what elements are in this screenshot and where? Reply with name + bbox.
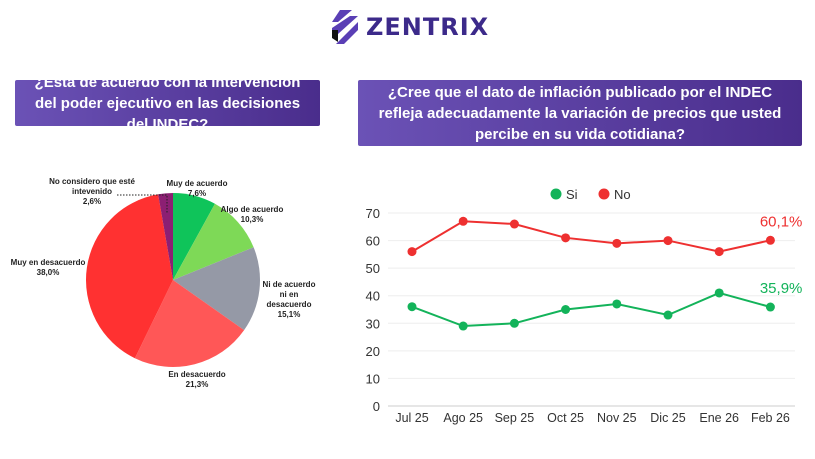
legend-marker [550, 188, 562, 200]
y-tick-label: 60 [366, 234, 380, 249]
data-point [407, 247, 417, 257]
x-tick-label: Oct 25 [547, 411, 584, 425]
series-line-No [411, 220, 771, 253]
data-point [612, 299, 622, 309]
line-chart: 0 10 20 30 40 50 60 70 Jul 25 Ago 25 Sep 25 Oct 25 N… [366, 187, 803, 425]
data-point [663, 310, 673, 320]
data-point [714, 288, 724, 298]
legend-label: Si [566, 187, 578, 202]
data-point [458, 216, 468, 226]
x-tick-label: Ene 26 [699, 411, 739, 425]
data-point [561, 233, 571, 243]
y-tick-label: 20 [366, 344, 380, 359]
x-tick-label: Feb 26 [751, 411, 790, 425]
data-point [509, 318, 519, 328]
y-tick-label: 0 [373, 399, 380, 414]
y-tick-label: 10 [366, 371, 380, 386]
end-value-label: 35,9% [760, 280, 803, 297]
pie-label: No considero que esté intevenido 2,6% [49, 177, 135, 206]
data-point [561, 305, 571, 314]
data-point [612, 238, 622, 248]
y-tick-label: 70 [366, 206, 380, 221]
data-point [509, 219, 519, 229]
data-point [663, 236, 673, 246]
pie-slice [86, 194, 173, 359]
end-value-label: 60,1% [760, 213, 803, 230]
pie-slice [173, 247, 261, 331]
zentrix-logo-icon [332, 10, 358, 44]
pie-label: Muy en desacuerdo 38,0% [11, 258, 86, 277]
y-tick-label: 30 [366, 316, 380, 331]
pie-value-label: 2,6% [83, 197, 101, 206]
y-tick-label: 50 [366, 261, 380, 276]
x-tick-label: Jul 25 [395, 411, 428, 425]
x-tick-label: Ago 25 [443, 411, 483, 425]
pie-label: Algo de acuerdo 10,3% [221, 205, 284, 224]
pie-label: Ni de acuerdo ni en desacuerdo 15,1% [263, 280, 316, 319]
data-point [407, 302, 417, 312]
y-tick-label: 40 [366, 289, 380, 304]
brand-name: ZENTRIX [366, 13, 490, 41]
data-point [765, 302, 775, 312]
pie-value-label: 15,1% [278, 310, 301, 319]
left-question-title: ¿Está de acuerdo con la intervención del… [15, 74, 320, 133]
pie-chart: Muy de acuerdo 7,6% Algo de acuerdo 10,3% Ni… [11, 177, 316, 389]
pie-value-label: 7,6% [188, 189, 206, 198]
pie-value-label: 38,0% [37, 268, 60, 277]
pie-slice [173, 193, 215, 280]
pie-value-label: 21,3% [186, 380, 209, 389]
brand-logo: ZENTRIX [330, 8, 489, 46]
x-tick-label: Sep 25 [495, 411, 535, 425]
legend-label: No [614, 187, 631, 202]
data-point [765, 235, 775, 245]
pie-slice [158, 193, 173, 280]
x-tick-label: Dic 25 [650, 411, 685, 425]
data-point [458, 321, 468, 331]
pie-value-label: 10,3% [241, 215, 264, 224]
pie-label: En desacuerdo 21,3% [168, 370, 225, 389]
x-tick-label: Nov 25 [597, 411, 637, 425]
pie-slice [173, 203, 254, 280]
legend-marker [598, 188, 610, 200]
data-point [714, 247, 724, 257]
right-question-title: ¿Cree que el dato de inflación publicado… [358, 80, 802, 146]
series-line-Si [411, 291, 771, 328]
pie-label: Muy de acuerdo 7,6% [167, 179, 228, 198]
pie-slice [134, 280, 245, 367]
